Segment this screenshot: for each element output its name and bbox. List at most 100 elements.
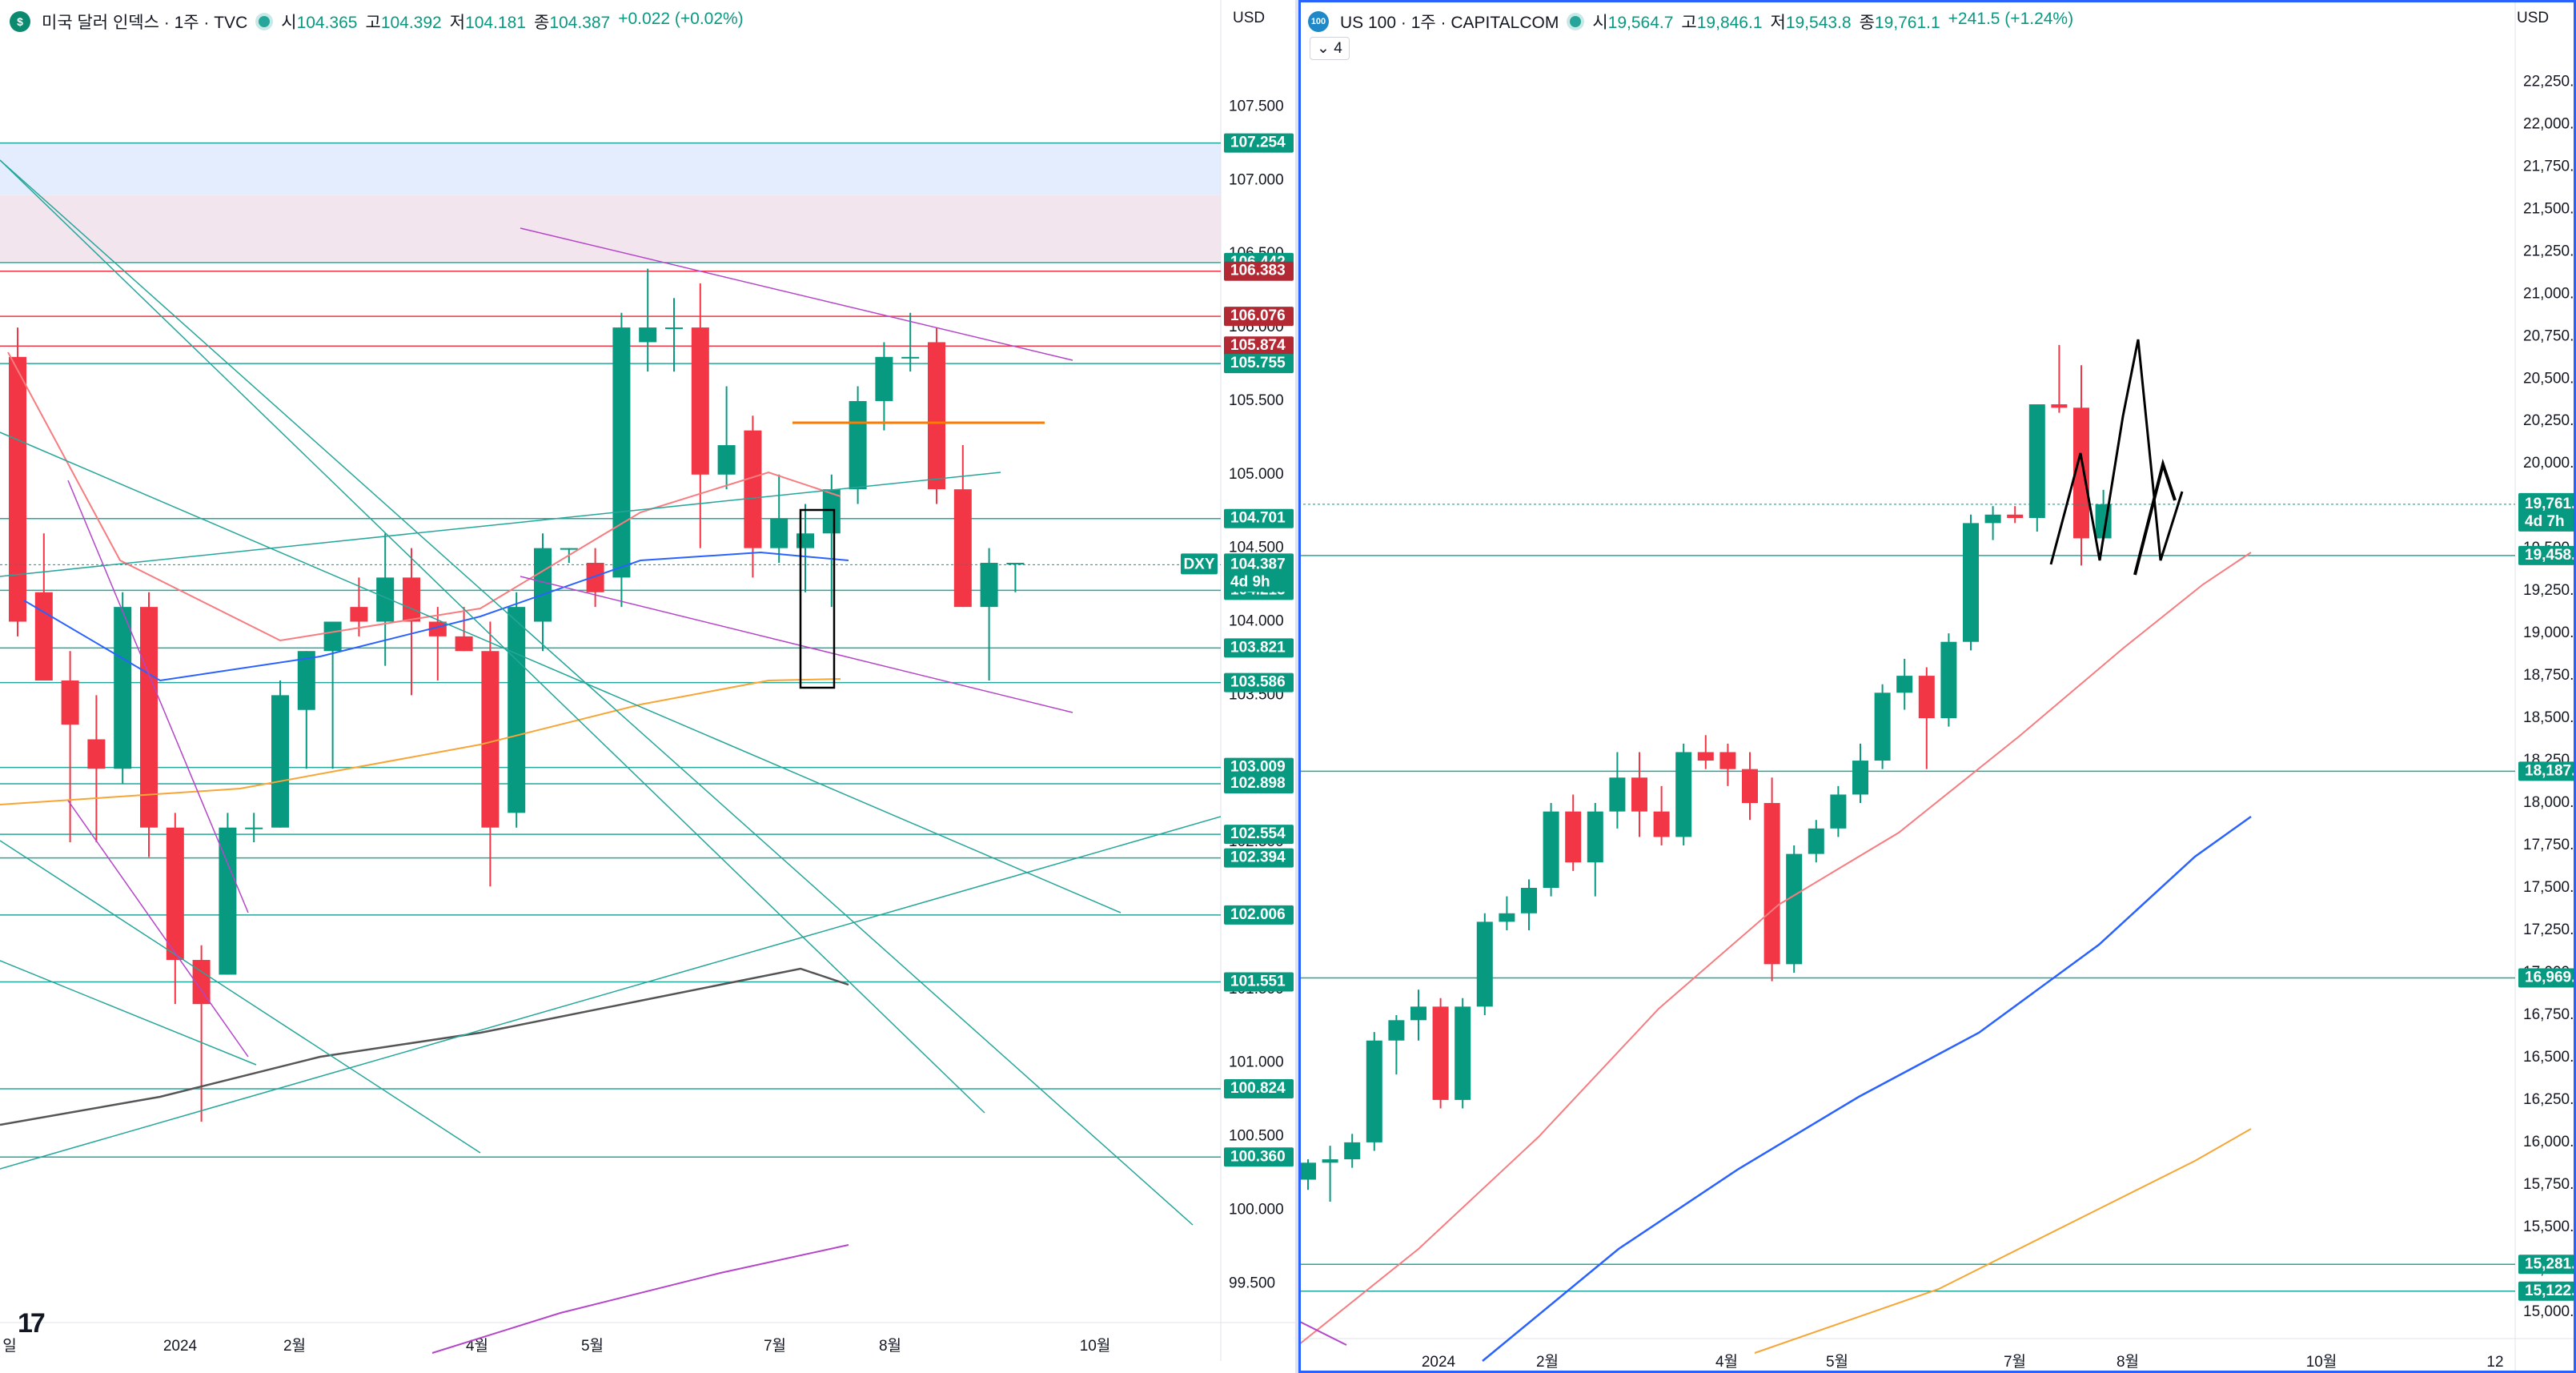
close-label: 종 [533, 14, 550, 32]
candle-body [1366, 1040, 1382, 1142]
candle-body [1565, 811, 1582, 863]
price-badge [2518, 761, 2574, 781]
us100-chart-canvas[interactable]: 22,250.0 22,000.0 21,750.0 21,500.0 21,250.0… [1298, 0, 2576, 1373]
price-tick-label: 16,750.0 [2523, 1006, 2576, 1023]
candle-body [1521, 888, 1537, 913]
candle-body [403, 577, 420, 622]
indicators-collapse-button[interactable]: ⌄ 4 [1310, 37, 1350, 60]
price-tick-label: 16,000.0 [2523, 1134, 2576, 1150]
candle-body [297, 651, 315, 710]
candle-body [928, 342, 945, 490]
price-tick-label: 16,250.0 [2523, 1091, 2576, 1108]
candle-body [219, 827, 237, 975]
candle-body [717, 445, 736, 475]
current-price-label: 19,761.1 [2525, 496, 2576, 512]
ma-blue-line [1482, 815, 2252, 1362]
chevron-down-icon: ⌄ [1317, 40, 1330, 57]
price-tick-label: 105.500 [1229, 392, 1284, 409]
price-badge [1224, 773, 1294, 793]
dxy-chart-canvas[interactable]: 107.500107.000106.500106.000105.500105.0… [0, 0, 1295, 1373]
candle-body [1963, 523, 1979, 642]
price-tick-label: 20,500.0 [2523, 370, 2576, 387]
price-tick-label: 18,500.0 [2523, 709, 2576, 726]
price-badge [1224, 261, 1294, 281]
candle-body [1388, 1020, 1405, 1041]
supply-zone [0, 195, 1221, 262]
us100-logo-icon: 100 [1308, 11, 1329, 32]
price-tick-label: 105.000 [1229, 466, 1284, 483]
candle-body [1874, 693, 1891, 761]
tradingview-logo[interactable]: 17 [18, 1308, 46, 1339]
candle-body [822, 489, 841, 534]
current-price-badge [1224, 553, 1294, 592]
dxy-title[interactable]: 미국 달러 인덱스 · 1주 · TVC [42, 14, 248, 32]
candle-body [1344, 1142, 1361, 1160]
price-badge-label: 102.006 [1230, 906, 1286, 923]
price-tick-label: 17,750.0 [2523, 837, 2576, 853]
candle-body [1300, 1162, 1316, 1180]
trend-line [67, 480, 249, 913]
price-tick-label: 101.000 [1229, 1054, 1284, 1071]
candle-body [481, 651, 500, 828]
price-badge-label: 100.824 [1230, 1080, 1286, 1097]
time-tick-label: 2024 [1422, 1354, 1456, 1371]
candle-body [770, 518, 788, 548]
market-open-dot-icon [1570, 16, 1582, 27]
candle-body [560, 548, 578, 550]
ma-gray-line [0, 967, 849, 1126]
candle-body [1587, 811, 1603, 863]
candle-body [1432, 1006, 1449, 1100]
pattern-line [2133, 458, 2177, 576]
close-value: 19,761.1 [1874, 14, 1940, 32]
trend-line [0, 472, 1001, 577]
price-badge-label: 16,969.2 [2525, 970, 2576, 986]
open-value: 104.365 [296, 14, 358, 32]
us100-title[interactable]: US 100 · 1주 · CAPITALCOM [1340, 14, 1559, 32]
time-tick-label: 4월 [1715, 1353, 1738, 1371]
time-tick-label: 2월 [283, 1337, 306, 1355]
price-badge-label: 102.554 [1230, 825, 1286, 842]
price-badge-label: 15,122.7 [2525, 1283, 2576, 1299]
symbol-badge-label: DXY [1183, 556, 1214, 572]
time-tick-label: 10월 [2306, 1353, 2337, 1371]
dxy-chart-panel[interactable]: 107.500107.000106.500106.000105.500105.0… [0, 0, 1295, 1373]
resistance-zone [0, 143, 1221, 195]
price-badge-label: 102.394 [1230, 849, 1286, 866]
highlight-box [799, 508, 836, 689]
candle-body [140, 607, 158, 828]
us100-chart-panel[interactable]: 22,250.0 22,000.0 21,750.0 21,500.0 21,250.0… [1298, 0, 2576, 1373]
price-tick-label: 104.000 [1229, 613, 1284, 630]
high-label: 고 [365, 14, 381, 32]
candle-body [192, 960, 211, 1005]
candle-body [245, 827, 263, 829]
panel-divider[interactable] [1295, 0, 1298, 1373]
trend-line [0, 432, 1121, 913]
price-badge-label: 105.755 [1230, 355, 1286, 371]
candle-body [980, 563, 998, 608]
us100-currency-label[interactable]: USD [2517, 10, 2550, 26]
pattern-spacer [2175, 352, 2203, 500]
dxy-currency-label[interactable]: USD [1233, 10, 1266, 26]
price-tick-label: 18,750.0 [2523, 667, 2576, 684]
ma-purple-line [1298, 1320, 1347, 1346]
open-label: 시 [1592, 14, 1608, 32]
candle-body [1786, 853, 1803, 965]
price-badge [2518, 1255, 2574, 1275]
price-axis-background [2515, 0, 2576, 1373]
time-tick-label: 10월 [1080, 1337, 1111, 1355]
price-badge [2518, 968, 2574, 988]
change-value: +241.5 (+1.24%) [1948, 10, 2074, 28]
price-badge-label: 104.701 [1230, 510, 1286, 527]
price-badge-label: 102.898 [1230, 775, 1286, 792]
price-badge-label: 101.551 [1230, 973, 1286, 990]
price-tick-label: 99.500 [1229, 1275, 1275, 1291]
trend-line [0, 159, 1194, 1226]
candle-body [1675, 752, 1692, 837]
candle-body [34, 592, 53, 680]
candle-body [455, 636, 473, 652]
price-tick-label: 107.500 [1229, 98, 1284, 115]
candle-body [1940, 641, 1957, 719]
trend-line [0, 159, 985, 1114]
us100-legend: 100 US 100 · 1주 · CAPITALCOM 시19,564.7 고… [1308, 10, 2073, 34]
price-badge [1224, 1079, 1294, 1099]
